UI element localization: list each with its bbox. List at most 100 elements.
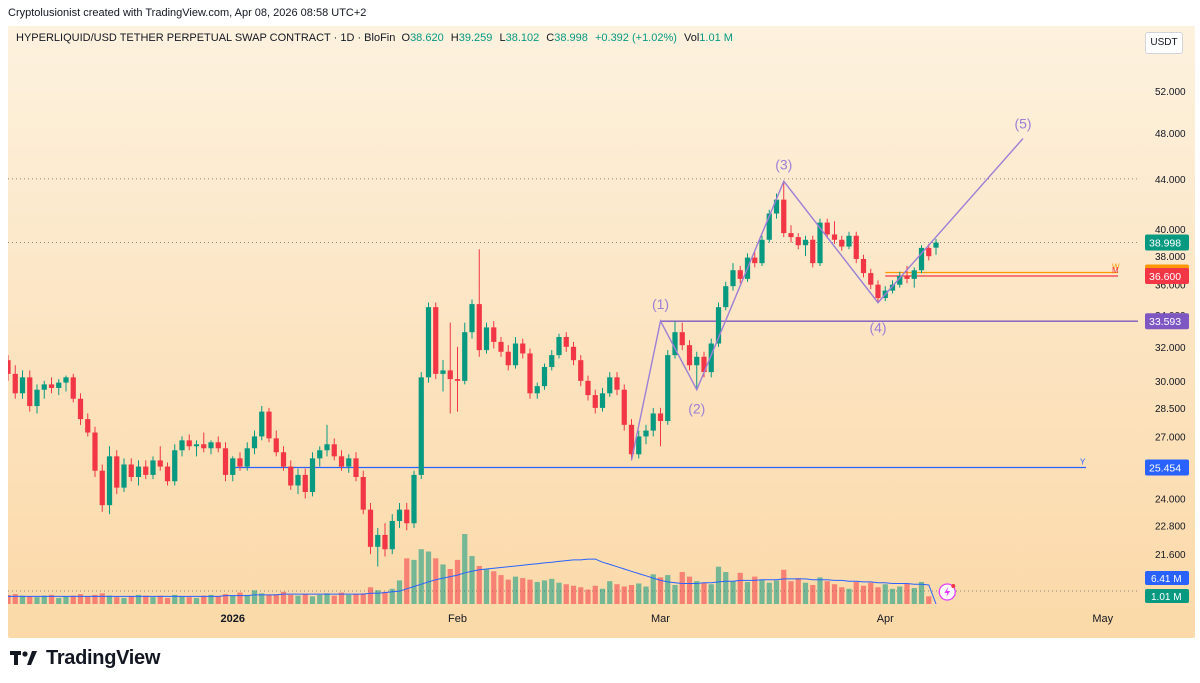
price-tick-label: 52.000 [1155, 87, 1186, 98]
volume-bar [650, 574, 656, 604]
volume-bar [12, 594, 18, 604]
candle-body [295, 474, 301, 486]
candle-body [77, 398, 84, 420]
price-label-text: 33.593 [1149, 316, 1181, 328]
candle-body [686, 345, 693, 366]
candle-body [759, 239, 765, 264]
volume-bar [179, 596, 185, 604]
volume-bar [476, 565, 482, 604]
candle-body [375, 534, 381, 547]
volume-bar [752, 576, 758, 604]
volume-bar [643, 586, 649, 604]
volume-bar [411, 559, 417, 604]
candle-body [541, 366, 548, 387]
symbol-title: HYPERLIQUID/USD TETHER PERPETUAL SWAP CO… [16, 32, 396, 44]
candle-body [752, 257, 758, 264]
close-value: 38.998 [554, 32, 588, 44]
chart-area[interactable]: Y W M (1) (2) (3) (4) (5) 52.000 48.000 44.000 40.0… [8, 26, 1195, 638]
volume-bar [317, 594, 323, 604]
volume-bar [338, 592, 345, 604]
price-tick-label: 24.000 [1155, 495, 1186, 506]
volume-bar [288, 594, 294, 604]
volume-bar [802, 582, 809, 604]
volume-bar [708, 584, 714, 604]
volume-bar [541, 580, 548, 604]
candle-body [106, 456, 113, 506]
candle-body [824, 222, 830, 235]
price-label-box [1145, 234, 1189, 251]
price-label-box [1145, 459, 1189, 476]
candle-body [520, 343, 526, 354]
volume-bar [926, 596, 932, 604]
volume-bar [418, 549, 424, 604]
volume-bar [324, 593, 330, 604]
volume-bar [607, 581, 613, 604]
currency-button[interactable]: USDT [1145, 32, 1183, 54]
candle-body [215, 442, 221, 449]
time-tick-label: 2026 [221, 613, 245, 625]
volume-bar [628, 584, 635, 604]
candle-body [346, 458, 352, 467]
volume-bar [723, 572, 729, 604]
candle-body [309, 458, 316, 492]
price-tick-label: 44.000 [1155, 175, 1186, 186]
volume-bar [157, 595, 163, 604]
volume-bar [585, 589, 591, 604]
candle-body [788, 233, 794, 238]
candle-body [766, 213, 772, 240]
price-chart[interactable]: Y WM (1) (2) (3) (4) (5) 52.000 48.000 44.000 40.0… [8, 26, 1195, 638]
volume-bar [846, 588, 852, 604]
candle-body [27, 377, 33, 407]
candle-body [817, 222, 823, 264]
candle-body [730, 270, 736, 287]
time-tick-label: May [1092, 613, 1113, 625]
candle-body [360, 477, 366, 510]
candle-body [48, 384, 55, 388]
high-label: H [450, 32, 459, 44]
volume-bar [875, 587, 881, 604]
candle-body [396, 509, 403, 521]
candle-body [636, 436, 642, 455]
elliott-wave-label: (4) [869, 320, 886, 336]
candle-body [621, 389, 627, 425]
open-value: 38.620 [410, 32, 444, 44]
volume-bar [302, 594, 308, 604]
elliott-wave-path [630, 138, 1024, 461]
time-tick-label: Apr [877, 613, 894, 625]
candle-body [599, 393, 606, 408]
candle-body [433, 307, 439, 374]
volume-bar [512, 576, 519, 604]
candle-body [157, 460, 163, 467]
candle-body [92, 432, 98, 471]
volume-bar [534, 581, 540, 604]
volume-bar [346, 594, 352, 604]
volume-bar [259, 593, 265, 604]
volume-bar [360, 593, 366, 604]
volume-bar [773, 580, 780, 604]
candle-body [251, 436, 258, 449]
candle-body [578, 360, 584, 381]
volume-bar [135, 594, 142, 604]
candle-body [201, 444, 207, 449]
elliott-wave-label: (2) [688, 401, 705, 417]
candle-body [911, 270, 917, 279]
candle-body [244, 448, 250, 467]
candle-body [694, 356, 700, 366]
attribution-text: Cryptolusionist created with TradingView… [8, 7, 367, 19]
volume-bar [665, 575, 671, 604]
volume-bar [172, 594, 178, 604]
volume-bar [520, 578, 526, 604]
volume-bar [106, 595, 113, 604]
candle-body [222, 448, 229, 475]
close-label: C [546, 32, 555, 44]
candle-body [34, 389, 40, 407]
candle-body [853, 235, 859, 259]
volume-bar [505, 579, 511, 604]
tradingview-logo-icon [10, 651, 37, 665]
volume-bar [868, 582, 874, 604]
volume-bar [795, 578, 801, 604]
candle-body [505, 351, 511, 366]
volume-bar [636, 583, 642, 604]
volume-bar [657, 577, 664, 604]
volume-bar [897, 586, 903, 604]
